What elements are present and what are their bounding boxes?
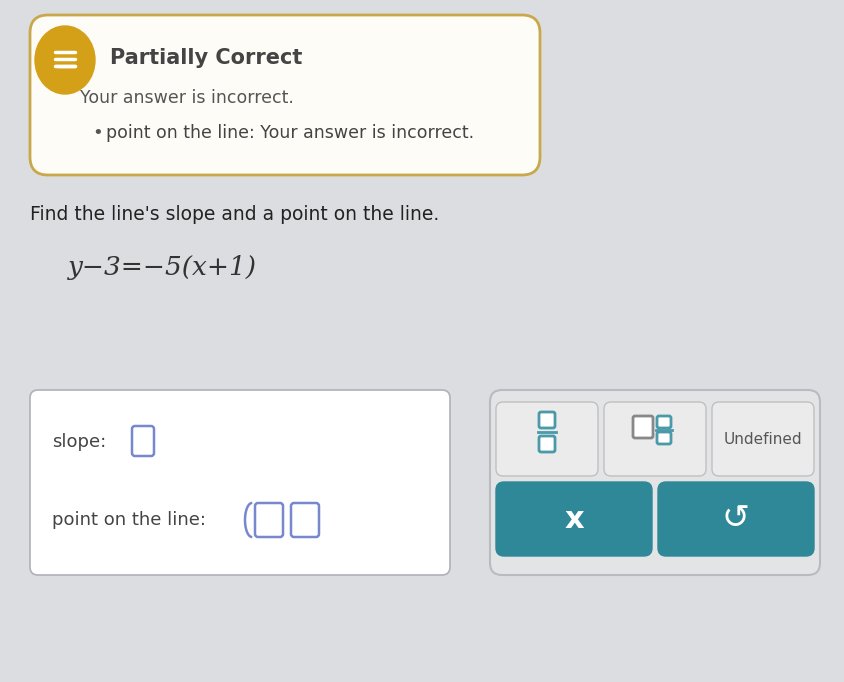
FancyBboxPatch shape [632, 416, 652, 438]
FancyBboxPatch shape [495, 402, 598, 476]
FancyBboxPatch shape [538, 436, 555, 452]
FancyBboxPatch shape [290, 503, 319, 537]
Text: ↺: ↺ [721, 503, 749, 535]
FancyBboxPatch shape [30, 390, 450, 575]
FancyBboxPatch shape [657, 432, 670, 444]
Text: x: x [564, 505, 583, 533]
FancyBboxPatch shape [657, 416, 670, 428]
FancyBboxPatch shape [490, 390, 819, 575]
Text: Find the line's slope and a point on the line.: Find the line's slope and a point on the… [30, 205, 439, 224]
Text: y−3=−5(x+1): y−3=−5(x+1) [68, 256, 257, 280]
FancyBboxPatch shape [711, 402, 813, 476]
FancyBboxPatch shape [538, 412, 555, 428]
Text: Your answer is incorrect.: Your answer is incorrect. [80, 89, 294, 107]
Text: slope:: slope: [52, 433, 106, 451]
FancyBboxPatch shape [495, 482, 652, 556]
Text: point on the line: Your answer is incorrect.: point on the line: Your answer is incorr… [106, 124, 473, 142]
Ellipse shape [35, 26, 95, 94]
FancyBboxPatch shape [255, 503, 283, 537]
Text: •: • [92, 124, 103, 142]
FancyBboxPatch shape [132, 426, 154, 456]
Text: Partially Correct: Partially Correct [110, 48, 302, 68]
FancyBboxPatch shape [657, 482, 813, 556]
Text: point on the line:: point on the line: [52, 511, 206, 529]
FancyBboxPatch shape [30, 15, 539, 175]
FancyBboxPatch shape [603, 402, 706, 476]
Text: Undefined: Undefined [722, 432, 801, 447]
